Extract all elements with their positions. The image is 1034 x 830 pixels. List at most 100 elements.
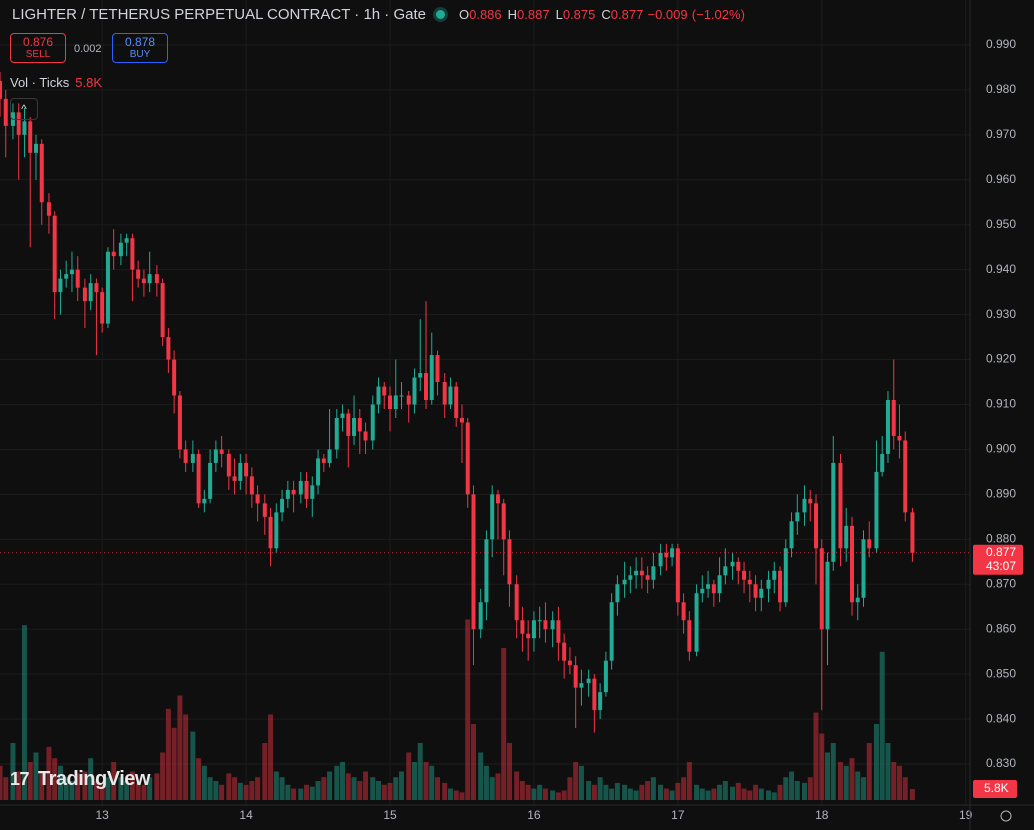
candle-body (393, 395, 398, 409)
candle-body (136, 269, 141, 279)
change-percent: (−1.02%) (691, 7, 745, 22)
volume-bar (327, 771, 333, 800)
volume-bar (183, 714, 189, 800)
volume-bar (879, 651, 885, 800)
volume-bar (705, 790, 711, 800)
candle-body (759, 588, 764, 598)
candle-body (723, 566, 728, 576)
volume-bar (417, 743, 423, 800)
volume-bar (129, 771, 135, 800)
candle-body (412, 377, 417, 405)
ohlc-value: 0.877 (610, 7, 644, 22)
x-tick-label: 13 (96, 808, 110, 822)
candle-body (495, 494, 500, 504)
volume-bar (52, 758, 58, 800)
volume-bar (82, 771, 88, 800)
candle-body (141, 278, 146, 284)
candle-body (52, 215, 57, 293)
volume-bar (351, 777, 357, 800)
candle-body (903, 440, 908, 513)
volume-bar (3, 777, 9, 800)
candle-body (105, 251, 110, 324)
volume-bar (550, 790, 556, 800)
candle-body (814, 503, 819, 549)
candle-body (232, 476, 237, 481)
volume-bar (135, 782, 141, 800)
volume-bar (118, 777, 124, 800)
volume-bar (597, 777, 603, 800)
candle-body (753, 584, 758, 598)
volume-bar (453, 790, 459, 800)
symbol-title: LIGHTER / TETHERUS PERPETUAL CONTRACT · … (12, 6, 426, 23)
candle-body (357, 417, 362, 432)
volume-bar (177, 695, 183, 800)
volume-bar (27, 762, 33, 800)
y-tick-label: 0.940 (986, 262, 1016, 276)
last-price-label: 0.877 (986, 545, 1016, 559)
candle-body (334, 417, 339, 450)
volume-bar (357, 781, 363, 800)
candle-body (382, 386, 387, 396)
candle-body (304, 480, 309, 499)
candle-body (645, 575, 650, 580)
candle-body (507, 539, 512, 585)
volume-bar (741, 788, 747, 800)
ohlc-key: O (458, 7, 470, 22)
volume-bar (111, 762, 117, 800)
candle-body (255, 494, 260, 504)
volume-bar (902, 777, 908, 800)
candle-body (118, 242, 123, 257)
candle-body (166, 337, 171, 360)
candle-body (58, 278, 63, 293)
volume-bar (285, 784, 291, 800)
candle-body (849, 525, 854, 603)
candle-body (22, 121, 27, 135)
volume-bar (789, 771, 795, 800)
candle-body (747, 579, 752, 585)
volume-bar (213, 781, 219, 800)
volume-bar (717, 784, 723, 800)
buy-button[interactable]: 0.878 BUY (112, 33, 168, 63)
volume-value-box (973, 779, 1017, 798)
candle-body (615, 584, 620, 603)
ohlc-value: 0.886 (469, 7, 502, 22)
candle-body (124, 238, 129, 243)
volume-bar (226, 773, 232, 800)
ohlc-value: 0.887 (517, 7, 550, 22)
volume-bar (46, 746, 52, 800)
volume-bar (866, 743, 872, 800)
ohlc-key: C (601, 7, 611, 22)
collapse-button[interactable]: ^ (10, 98, 38, 120)
candle-body (130, 238, 135, 270)
volume-bar (21, 625, 27, 800)
watermark: 17 TradingView (10, 768, 150, 790)
volume-bar (470, 724, 476, 800)
candle-body (825, 561, 830, 630)
candle-body (550, 620, 555, 630)
candle-body (285, 489, 290, 499)
volume-bar (794, 781, 800, 800)
sell-button[interactable]: 0.876 SELL (10, 33, 66, 63)
volume-bar (699, 788, 705, 800)
candle-body (376, 386, 381, 405)
y-tick-label: 0.970 (986, 127, 1016, 141)
candle-body (573, 665, 578, 688)
volume-bar (483, 765, 489, 800)
candle-body (418, 373, 423, 378)
y-tick-label: 0.980 (986, 82, 1016, 96)
candle-body (742, 570, 747, 580)
volume-bar (411, 762, 417, 800)
volume-bar (207, 777, 213, 800)
candle-body (598, 692, 603, 711)
candle-body (3, 98, 8, 126)
volume-bar (519, 781, 525, 800)
candle-body (592, 678, 597, 711)
candle-body (634, 570, 639, 576)
volume-bar (495, 773, 501, 800)
volume-bar (406, 752, 412, 800)
ohlc-key: L (555, 7, 563, 22)
volume-bar (567, 777, 573, 800)
candle-body (82, 287, 87, 302)
buy-label: BUY (129, 49, 151, 60)
volume-bar (99, 784, 105, 800)
